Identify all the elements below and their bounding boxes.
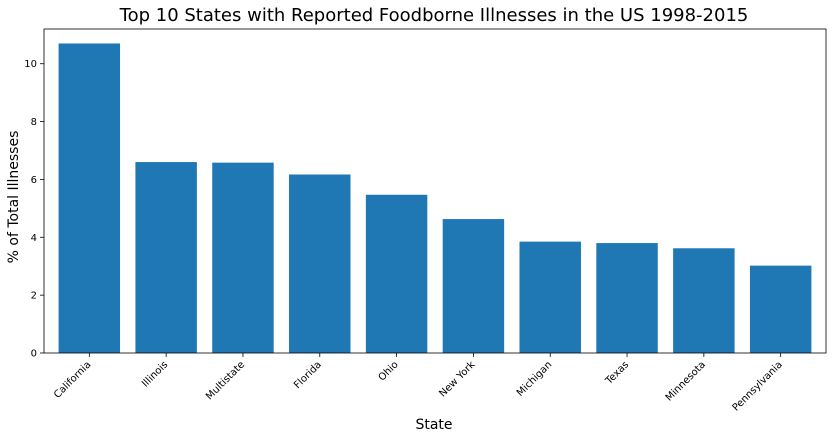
plot-frame	[43, 28, 827, 354]
bar-illinois	[135, 162, 197, 353]
bar-florida	[289, 174, 351, 353]
x-tick-label: Florida	[292, 359, 324, 391]
bar-minnesota	[673, 248, 735, 353]
x-tick-label: Illinois	[140, 359, 170, 389]
x-tick-label: Michigan	[515, 359, 554, 398]
chart-title: Top 10 States with Reported Foodborne Il…	[119, 5, 749, 26]
x-tick-label: Texas	[603, 359, 631, 387]
y-tick-label: 8	[31, 117, 37, 128]
bar-pennsylvania	[749, 265, 812, 353]
x-axis-label: State	[415, 417, 452, 433]
x-tick-label: Ohio	[377, 359, 401, 383]
y-axis-ticks: 0 2 4 6 8 10	[24, 59, 44, 360]
x-axis-ticks: California Illinois Multistate Florida Ohio N…	[52, 353, 785, 414]
x-tick-label: California	[52, 359, 93, 400]
y-tick-label: 0	[31, 349, 37, 360]
bar-ohio	[365, 194, 428, 353]
x-tick-label: New York	[437, 359, 477, 399]
bar-new-york	[442, 219, 505, 353]
bar-multistate	[212, 162, 274, 353]
x-tick-label: Multistate	[204, 359, 247, 402]
y-tick-label: 2	[31, 291, 37, 302]
bar-california	[58, 43, 121, 353]
bars-layer	[58, 43, 812, 353]
x-tick-label: Minnesota	[664, 359, 708, 403]
x-tick-label: Pennsylvania	[731, 359, 785, 413]
y-tick-label: 4	[31, 233, 37, 244]
bar-michigan	[519, 241, 581, 353]
bar-texas	[596, 243, 658, 353]
y-tick-label: 10	[24, 59, 37, 70]
y-tick-label: 6	[31, 175, 37, 186]
y-axis-label: % of Total Illnesses	[6, 131, 22, 264]
